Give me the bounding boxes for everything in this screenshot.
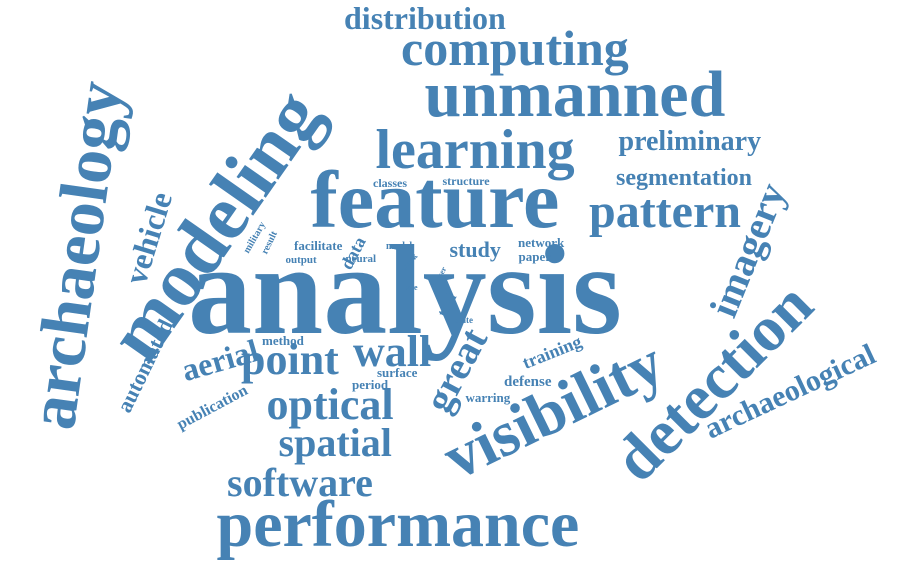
word-distribution: distribution: [344, 0, 506, 36]
word-computing: computing: [401, 20, 629, 76]
word-performance: performance: [216, 488, 580, 561]
word-paper: paper: [518, 248, 552, 264]
word-publication: publication: [173, 381, 251, 434]
word-warring: warring: [465, 389, 511, 405]
word-site: site: [406, 283, 418, 292]
word-structure: structure: [442, 174, 490, 188]
word-output: output: [285, 253, 317, 266]
word-learning: learning: [375, 119, 575, 181]
word-classes: classes: [373, 176, 407, 190]
word-wall: wall: [353, 327, 432, 376]
word-surface: surface: [377, 364, 418, 380]
word-archaeology: archaeology: [13, 76, 138, 434]
word-network: network: [518, 234, 565, 250]
word-period: period: [352, 376, 389, 392]
word-model: model: [386, 241, 413, 252]
word-optical: optical: [266, 380, 394, 429]
word-pattern: pattern: [589, 185, 741, 238]
word-feature: feature: [310, 154, 560, 245]
word-state: state: [455, 314, 473, 325]
word-neural: neural: [345, 252, 377, 265]
word-preliminary: preliminary: [618, 126, 762, 157]
word-method: method: [262, 332, 304, 348]
word-segmentation: segmentation: [616, 165, 752, 191]
word-study: study: [449, 237, 501, 262]
word-facilitate: facilitate: [294, 237, 343, 253]
word-analysis: analysis: [188, 219, 622, 361]
word-defense: defense: [504, 373, 552, 390]
word-spatial: spatial: [278, 420, 392, 465]
word-software: software: [227, 460, 373, 505]
word-unmanned: unmanned: [424, 58, 726, 131]
word-point: point: [241, 335, 339, 384]
